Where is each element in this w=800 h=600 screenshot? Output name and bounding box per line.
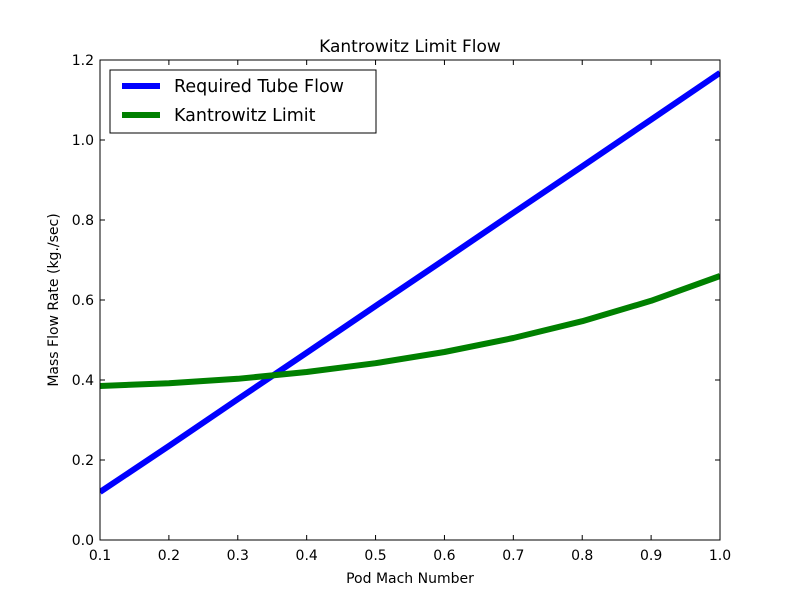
y-tick-label: 0.2 <box>72 453 94 469</box>
x-tick-label: 0.5 <box>364 548 386 564</box>
y-tick-label: 0.4 <box>72 373 94 389</box>
x-tick-label: 0.8 <box>571 548 593 564</box>
series-layer <box>100 70 720 495</box>
y-tick-label: 1.2 <box>72 53 94 69</box>
y-tick-label: 0.8 <box>72 213 94 229</box>
x-tick-label: 0.4 <box>296 548 318 564</box>
x-tick-label: 0.7 <box>502 548 524 564</box>
y-tick-label: 0.6 <box>72 293 94 309</box>
y-tick-label: 1.0 <box>72 133 94 149</box>
legend: Required Tube Flow Kantrowitz Limit <box>109 69 377 134</box>
x-tick-label: 0.1 <box>89 548 111 564</box>
x-tick-label: 1.0 <box>709 548 731 564</box>
series-line-required-tube-flow <box>100 70 720 495</box>
legend-label-kantrowitz-limit: Kantrowitz Limit <box>174 106 316 126</box>
chart-title: Kantrowitz Limit Flow <box>319 37 501 57</box>
ticks-layer: 0.1 0.2 0.3 0.4 0.5 0.6 0.7 0.8 0.9 1.0 0.0 0.2 0.4 0… <box>72 53 731 564</box>
y-tick-label: 0.0 <box>72 533 94 549</box>
legend-box <box>109 69 377 134</box>
x-tick-label: 0.6 <box>433 548 455 564</box>
x-tick-label: 0.2 <box>158 548 180 564</box>
plot-frame <box>99 59 721 541</box>
series-line-kantrowitz-limit <box>100 273 720 389</box>
y-axis-title: Mass Flow Rate (kg./sec) <box>46 213 62 386</box>
x-tick-label: 0.3 <box>227 548 249 564</box>
legend-label-required-tube-flow: Required Tube Flow <box>174 77 344 97</box>
x-axis-title: Pod Mach Number <box>346 571 474 587</box>
x-tick-label: 0.9 <box>640 548 662 564</box>
